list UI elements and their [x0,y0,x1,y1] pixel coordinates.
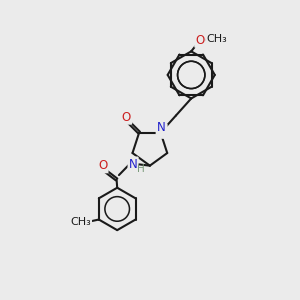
Text: CH₃: CH₃ [70,217,91,227]
Text: H: H [137,164,145,175]
Text: O: O [98,159,107,172]
Text: CH₃: CH₃ [207,34,227,44]
Text: O: O [195,34,205,47]
Text: N: N [157,121,166,134]
Text: N: N [158,125,167,138]
Text: O: O [122,110,131,124]
Text: N: N [129,158,137,171]
